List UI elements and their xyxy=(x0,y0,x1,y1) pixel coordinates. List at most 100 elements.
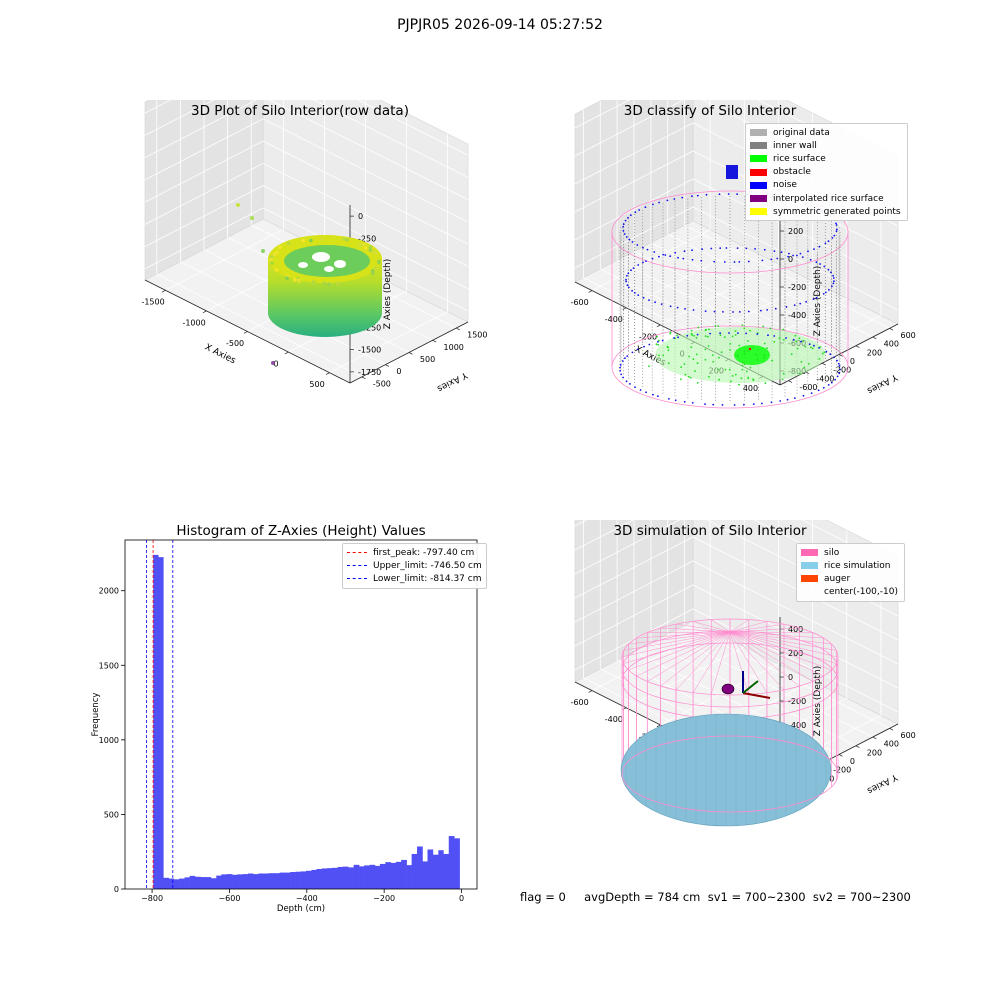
noise-point xyxy=(642,261,644,264)
y-tick xyxy=(889,328,894,331)
noise-point xyxy=(704,403,706,405)
noise-point xyxy=(766,309,769,311)
rice-point xyxy=(718,356,720,359)
noise-point xyxy=(819,263,821,265)
raw-data-3d-plot: 3D Plot of Silo Interior(row data) -1500… xyxy=(100,100,520,480)
noise-point xyxy=(629,383,631,385)
rice-point xyxy=(714,325,717,327)
noise-point xyxy=(652,393,654,396)
noise-point xyxy=(732,311,734,313)
legend-item: interpolated rice surface xyxy=(746,192,901,205)
noise-point xyxy=(787,255,789,258)
rice-point xyxy=(747,350,749,352)
histogram-bar xyxy=(353,864,360,889)
rice-point xyxy=(810,346,812,349)
rice-point xyxy=(782,372,785,375)
data-point xyxy=(320,237,324,241)
legend-line-swatch xyxy=(347,552,367,554)
histogram-bar xyxy=(401,859,407,889)
noise-point xyxy=(767,334,769,337)
y-tick-label: 200 xyxy=(867,348,882,357)
x-tick xyxy=(161,289,166,293)
x-tick-label: −400 xyxy=(296,894,318,903)
histogram-legend: first_peak: -797.40 cm Upper_limit: -746.… xyxy=(342,543,487,589)
legend-item: Upper_limit: -746.50 cm xyxy=(343,559,482,572)
noise-point xyxy=(700,259,703,262)
rice-point xyxy=(705,328,707,331)
x-tick-label: −800 xyxy=(141,894,163,903)
z-tick-label: -200 xyxy=(788,697,806,706)
noise-point xyxy=(626,355,629,357)
grid-line-z xyxy=(574,608,899,713)
y-tick-label: 2000 xyxy=(99,587,119,596)
rice-point xyxy=(730,380,732,383)
rice-point xyxy=(811,347,814,350)
noise-point xyxy=(638,209,641,211)
noise-point xyxy=(661,339,664,342)
z-tick-label: -250 xyxy=(358,234,376,243)
rice-point xyxy=(798,337,801,340)
rice-point xyxy=(690,346,693,348)
z-tick-label: 0 xyxy=(788,255,793,264)
rice-point xyxy=(771,359,774,362)
noise-point xyxy=(658,255,660,258)
rice-point xyxy=(696,362,699,365)
data-point xyxy=(368,248,373,252)
surface-gap xyxy=(298,262,308,268)
rice-point xyxy=(680,366,682,368)
legend-swatch xyxy=(750,208,767,216)
data-point xyxy=(301,238,305,243)
noise-point xyxy=(627,286,630,289)
grid-line-y xyxy=(650,100,857,347)
silo-roof-line xyxy=(729,631,813,682)
histogram-bar xyxy=(406,865,412,889)
rice-point xyxy=(704,335,707,338)
data-point xyxy=(322,281,327,286)
silo-roof-line xyxy=(729,631,832,645)
noise-point xyxy=(824,242,827,245)
rice-point xyxy=(667,346,670,349)
rice-point xyxy=(718,378,720,381)
noise-point xyxy=(725,247,728,249)
rice-point xyxy=(723,336,726,338)
rice-point xyxy=(693,335,696,337)
y-tick-label: 200 xyxy=(867,748,882,757)
noise-point xyxy=(802,394,805,397)
noise-point xyxy=(673,337,675,339)
rice-point xyxy=(731,335,734,338)
grid-line-y xyxy=(633,100,840,355)
rice-point xyxy=(773,340,776,343)
rice-point xyxy=(804,345,807,348)
data-point xyxy=(362,242,366,246)
noise-point xyxy=(801,256,804,258)
rice-point xyxy=(734,334,737,336)
silo-roof-line xyxy=(675,623,731,633)
x-tick-label: -600 xyxy=(571,298,589,307)
legend-swatch xyxy=(801,562,818,570)
legend-item: inner wall xyxy=(746,139,901,152)
figure-title: PJPJR05 2026-09-14 05:27:52 xyxy=(397,17,603,33)
rice-point xyxy=(695,337,698,339)
noise-point xyxy=(623,233,626,235)
histogram-bar xyxy=(432,854,439,889)
y-tick-label: -500 xyxy=(373,379,391,388)
grid-line-y xyxy=(250,100,457,329)
grid-line-z xyxy=(574,178,899,283)
grid-line-y xyxy=(684,100,890,329)
grid-line-z xyxy=(574,560,899,665)
silo-roof-line xyxy=(628,631,731,645)
z-tick-label: -400 xyxy=(788,721,806,730)
noise-point xyxy=(677,336,679,339)
noise-point xyxy=(824,291,827,294)
data-point xyxy=(345,238,349,242)
grid-line-z xyxy=(144,185,469,289)
noise-point xyxy=(705,193,708,196)
rice-point xyxy=(803,366,806,369)
rice-point xyxy=(756,359,759,361)
rice-point xyxy=(708,328,710,331)
noise-point xyxy=(621,360,624,362)
noise-point xyxy=(722,311,724,313)
histogram-bar xyxy=(454,838,460,889)
noise-point xyxy=(773,335,776,337)
